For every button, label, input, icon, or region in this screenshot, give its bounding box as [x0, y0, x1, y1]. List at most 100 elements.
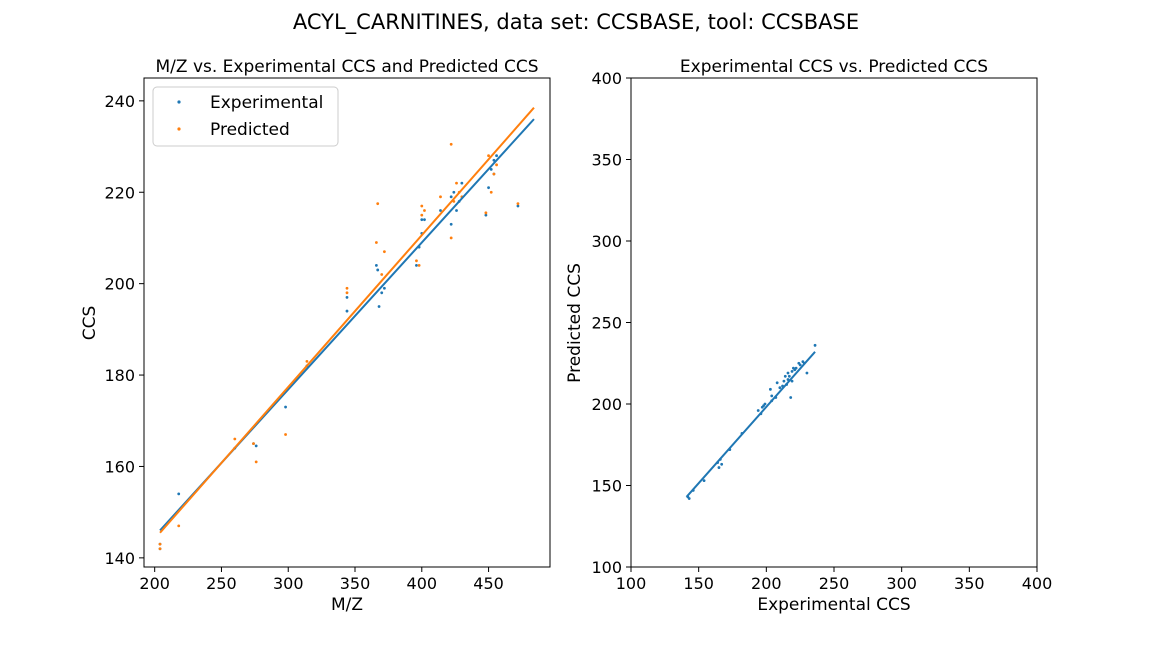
experimental-point: [375, 264, 378, 267]
experimental-vs-predicted-point: [787, 372, 790, 375]
experimental-vs-predicted-point: [688, 497, 691, 500]
right-axes-ytick-label: 300: [591, 232, 622, 251]
predicted-point: [455, 182, 458, 185]
left-axes-ylabel: CCS: [80, 306, 100, 341]
experimental-vs-predicted-fit-line: [686, 352, 815, 497]
right-axes-xtick-label: 250: [819, 574, 850, 593]
predicted-point: [159, 543, 162, 546]
experimental-vs-predicted-point: [784, 375, 787, 378]
left-axes-xtick-label: 400: [407, 574, 438, 593]
predicted-point: [375, 241, 378, 244]
right-axes-title: Experimental CCS vs. Predicted CCS: [680, 57, 988, 77]
legend-experimental-label: Experimental: [210, 93, 323, 113]
predicted-point: [420, 214, 423, 217]
experimental-point: [177, 492, 180, 495]
experimental-point: [452, 191, 455, 194]
right-axes-xtick-label: 200: [751, 574, 782, 593]
experimental-point: [346, 296, 349, 299]
legend-predicted-marker: [177, 127, 180, 130]
experimental-vs-predicted-point: [776, 381, 779, 384]
left-axes-ytick-label: 140: [104, 549, 135, 568]
predicted-point: [423, 209, 426, 212]
predicted-point: [383, 250, 386, 253]
right-axes-ticks: 100 150 200 250 300 350 400 100 150 200 250 300 350 4…: [591, 69, 1052, 593]
experimental-point: [378, 305, 381, 308]
right-axes-xtick-label: 300: [886, 574, 917, 593]
right-axes-ytick-label: 400: [591, 69, 622, 88]
predicted-point: [376, 202, 379, 205]
right-axes-xtick-label: 350: [954, 574, 985, 593]
experimental-vs-predicted-point: [795, 367, 798, 370]
experimental-point: [284, 406, 287, 409]
legend: Experimental Predicted: [153, 87, 338, 146]
left-axes-xtick-label: 450: [473, 574, 504, 593]
exp-vs-pred-axes: Experimental CCS vs. Predicted CCS 100 15…: [565, 57, 1052, 615]
figure-title: ACYL_CARNITINES, data set: CCSBASE, tool…: [293, 10, 859, 35]
experimental-vs-predicted-point: [764, 403, 767, 406]
right-axes-ytick-label: 250: [591, 314, 622, 333]
left-axes-xtick-label: 300: [273, 574, 304, 593]
predicted-point: [439, 195, 442, 198]
predicted-point: [346, 287, 349, 290]
left-axes-title: M/Z vs. Experimental CCS and Predicted C…: [156, 57, 539, 77]
experimental-vs-predicted-point: [778, 386, 781, 389]
predicted-point: [233, 438, 236, 441]
experimental-vs-predicted-point: [718, 466, 721, 469]
experimental-point: [487, 186, 490, 189]
experimental-point: [255, 444, 258, 447]
right-axes-fit-lines: [686, 352, 815, 497]
legend-predicted-label: Predicted: [210, 120, 290, 140]
left-axes-ytick-label: 200: [104, 275, 135, 294]
left-axes-xlabel: M/Z: [331, 595, 363, 615]
left-axes-ytick-label: 240: [104, 92, 135, 111]
right-axes-ylabel: Predicted CCS: [565, 263, 585, 383]
experimental-vs-predicted-point: [757, 409, 760, 412]
legend-experimental-marker: [177, 100, 180, 103]
left-axes-ytick-label: 180: [104, 366, 135, 385]
experimental-point: [450, 223, 453, 226]
right-axes-points: [686, 344, 816, 500]
predicted-point: [252, 442, 255, 445]
predicted-point: [306, 360, 309, 363]
experimental-vs-predicted-point: [720, 463, 723, 466]
experimental-point: [450, 195, 453, 198]
right-axes-frame: [631, 78, 1037, 567]
experimental-vs-predicted-point: [806, 372, 809, 375]
left-axes-points: [159, 143, 520, 550]
experimental-vs-predicted-point: [769, 388, 772, 391]
experimental-point: [420, 218, 423, 221]
predicted-point: [159, 547, 162, 550]
predicted-point: [284, 433, 287, 436]
left-axes-fit-lines: [160, 108, 534, 533]
experimental-vs-predicted-point: [770, 394, 773, 397]
predicted-point: [177, 524, 180, 527]
experimental-vs-predicted-point: [814, 344, 817, 347]
experimental-point: [460, 182, 463, 185]
experimental-vs-predicted-point: [788, 375, 791, 378]
left-axes-ytick-label: 160: [104, 457, 135, 476]
predicted-point: [255, 460, 258, 463]
predicted-point: [517, 202, 520, 205]
predicted-point: [418, 264, 421, 267]
predicted-point: [487, 154, 490, 157]
left-axes-ticks: 200 250 300 350 400 450 140 160 180 200 220 240: [104, 92, 503, 593]
experimental-point: [346, 310, 349, 313]
predicted-point: [420, 205, 423, 208]
predicted-point: [450, 143, 453, 146]
experimental-point: [423, 218, 426, 221]
predicted-point: [490, 191, 493, 194]
predicted-point: [493, 173, 496, 176]
experimental-point: [415, 264, 418, 267]
right-axes-ytick-label: 200: [591, 395, 622, 414]
experimental-point: [383, 287, 386, 290]
experimental-vs-predicted-point: [789, 396, 792, 399]
experimental-vs-predicted-point: [791, 370, 794, 373]
predicted-point: [346, 291, 349, 294]
experimental-vs-predicted-point: [783, 380, 786, 383]
experimental-point: [455, 209, 458, 212]
right-axes-ytick-label: 100: [591, 558, 622, 577]
right-axes-xtick-label: 150: [683, 574, 714, 593]
experimental-point: [495, 154, 498, 157]
predicted-point: [450, 237, 453, 240]
